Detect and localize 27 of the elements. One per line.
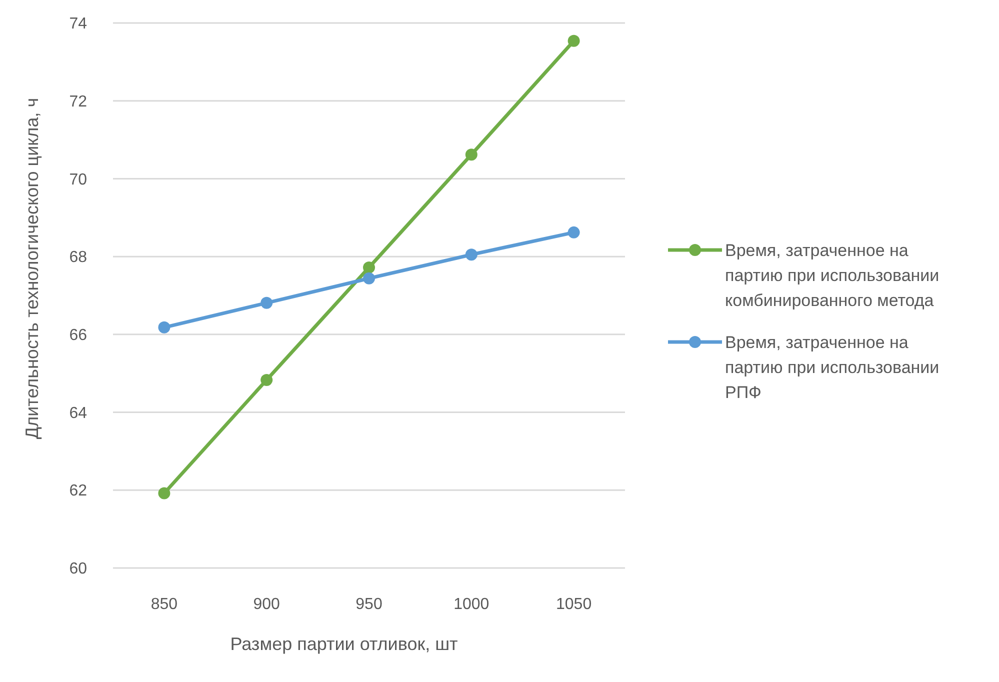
point	[363, 272, 375, 284]
x-tick-label: 1050	[556, 596, 592, 613]
point	[260, 296, 273, 309]
x-tick-label: 900	[253, 596, 280, 613]
y-axis-title: Длительность технологического цикла, ч	[22, 98, 42, 440]
point	[465, 148, 478, 161]
y-tick-label: 60	[69, 560, 88, 578]
legend-label: Время, затраченное на партию при использовании РПФ	[725, 332, 940, 402]
legend-label: Время, затраченное на партию при использовании комбинированного метода	[725, 240, 940, 310]
point	[260, 374, 273, 386]
y-tick-label: 64	[69, 404, 88, 422]
point	[158, 487, 170, 500]
y-tick-label: 74	[69, 16, 88, 33]
point	[158, 321, 170, 334]
point	[465, 248, 478, 261]
x-tick-label: 950	[356, 596, 382, 613]
point	[568, 34, 580, 47]
y-tick-label: 62	[69, 482, 88, 500]
point	[363, 261, 375, 274]
x-axis-title: Размер партии отливок, шт	[230, 634, 458, 654]
y-tick-label: 72	[69, 93, 88, 110]
y-tick-label: 66	[69, 327, 88, 344]
point	[568, 226, 580, 238]
x-tick-label: 1000	[454, 596, 490, 613]
y-tick-label: 68	[69, 249, 88, 266]
x-tick-label: 850	[150, 596, 178, 613]
y-tick-label: 70	[69, 171, 88, 188]
